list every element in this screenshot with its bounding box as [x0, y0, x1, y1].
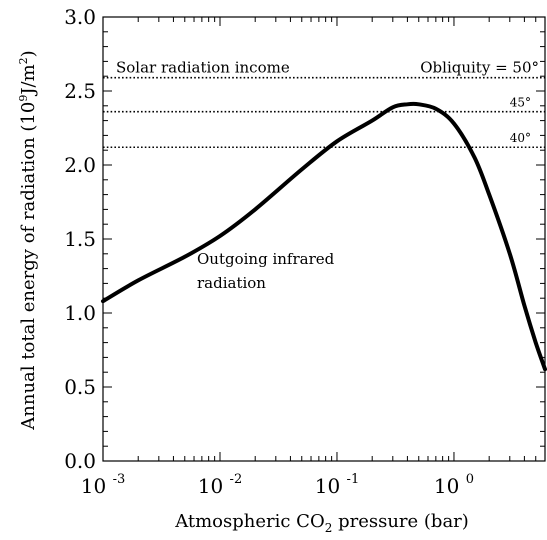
plot-frame — [102, 16, 546, 462]
y-tick-label: 0.0 — [64, 449, 96, 473]
x-axis-label: Atmospheric CO2 pressure (bar) — [174, 511, 469, 535]
series-label: Outgoing infrared — [197, 250, 335, 268]
solar-income-label: Solar radiation income — [116, 59, 290, 77]
reference-label: 40° — [510, 131, 531, 145]
reference-label: Obliquity = 50° — [420, 59, 539, 77]
y-tick-label: 2.0 — [64, 153, 96, 177]
x-tick-label: 10 -2 — [198, 472, 242, 498]
reference-label: 45° — [510, 96, 531, 110]
x-tick-label: 10 0 — [434, 472, 474, 498]
x-tick-label: 10 -3 — [81, 472, 125, 498]
y-axis-label: Annual total energy of radiation (109J/m… — [17, 50, 39, 430]
series-line — [101, 101, 547, 372]
y-tick-label: 3.0 — [64, 5, 96, 29]
x-tick-label: 10 -1 — [315, 472, 359, 498]
y-tick-label: 1.5 — [64, 227, 96, 251]
y-tick-label: 2.5 — [64, 79, 96, 103]
y-tick-label: 1.0 — [64, 301, 96, 325]
y-tick-label: 0.5 — [64, 375, 96, 399]
series-label-line2: radiation — [197, 274, 266, 292]
